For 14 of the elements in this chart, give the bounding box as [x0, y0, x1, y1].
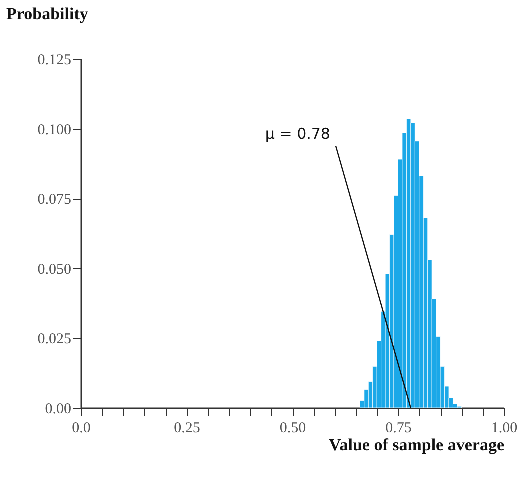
- y-tick-label: 0.00: [45, 402, 72, 418]
- x-tick-label: 1.00: [491, 420, 518, 436]
- x-tick-label: 0.0: [72, 420, 91, 436]
- y-tick-label: 0.125: [38, 52, 72, 68]
- y-axis-title: Probability: [6, 4, 89, 24]
- y-tick-label: 0.075: [38, 192, 72, 208]
- x-tick-label: 0.50: [280, 420, 306, 436]
- y-tick-label: 0.100: [38, 122, 72, 138]
- y-tick-label: 0.025: [38, 332, 72, 348]
- annotation: μ = 0.78: [265, 125, 330, 143]
- y-tick-label: 0.050: [38, 262, 72, 278]
- x-axis-title: Value of sample average: [329, 436, 505, 454]
- x-tick-label: 0.75: [386, 420, 412, 436]
- x-tick-label: 0.25: [174, 420, 200, 436]
